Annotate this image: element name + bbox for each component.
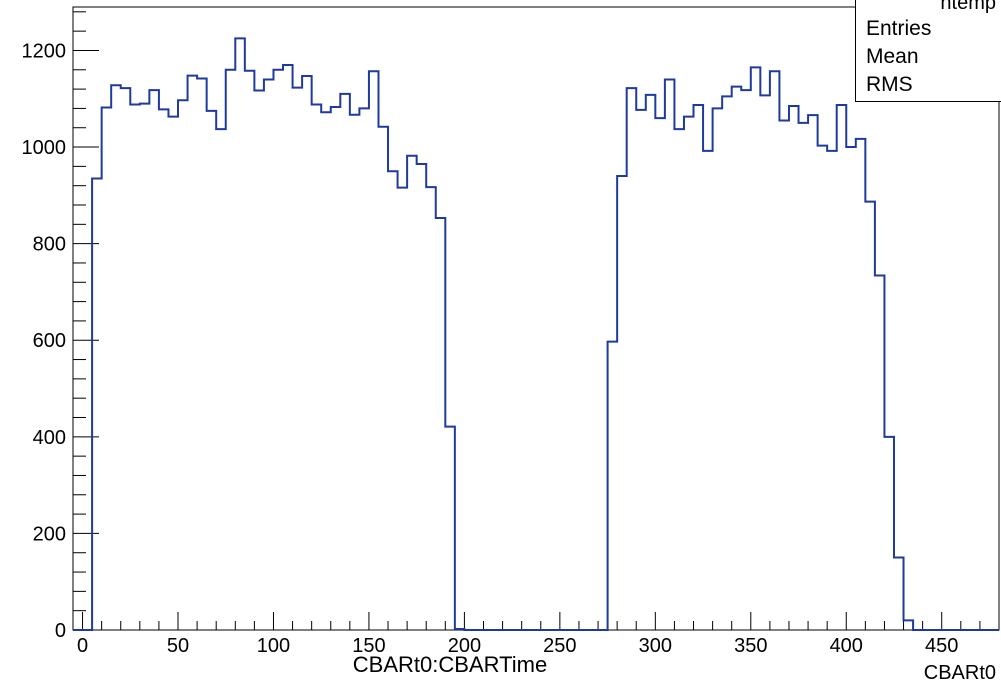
histogram-bin [254, 91, 264, 630]
histogram-bin [617, 176, 627, 630]
histogram-bin [722, 96, 732, 630]
histogram-bin [273, 70, 283, 630]
y-tick-label: 1000 [22, 137, 67, 159]
histogram-bin [197, 78, 207, 630]
histogram-bin [827, 151, 837, 630]
histogram-bin [770, 71, 780, 630]
histogram-bin [436, 218, 446, 630]
histogram-bin [818, 146, 828, 630]
histogram-bin [168, 117, 178, 630]
histogram-bin [856, 139, 866, 630]
x-tick-label: 50 [167, 635, 189, 657]
histogram-bin [369, 71, 379, 630]
histogram-bin [655, 118, 665, 630]
y-tick-label: 400 [33, 427, 66, 449]
x-tick-label: 0 [77, 635, 88, 657]
histogram-bin [884, 437, 894, 630]
histogram-bin [293, 88, 303, 630]
histogram-outline [73, 37, 999, 631]
histogram-bin [235, 38, 245, 630]
histogram-bin [388, 171, 398, 630]
y-tick-label: 0 [55, 620, 66, 642]
histogram-bin [216, 129, 226, 630]
x-axis-ticks: 0 50 100 150 200 250 300 350 400 450 [77, 612, 1000, 657]
y-tick-label: 1200 [22, 40, 67, 62]
histogram-bin [312, 105, 322, 630]
histogram-bin [760, 95, 770, 630]
stats-entries-label: Entries [866, 17, 932, 40]
histogram-bin [904, 620, 914, 630]
histogram-bin [321, 112, 331, 630]
histogram-bin [674, 129, 684, 630]
x-tick-label: 150 [352, 635, 385, 657]
histogram-bin [283, 65, 293, 630]
histogram-bin [426, 187, 436, 630]
x-tick-label: 400 [830, 635, 863, 657]
histogram-bin [684, 117, 694, 630]
histogram-bin [140, 104, 150, 630]
histogram-bin [111, 85, 121, 630]
y-tick-label: 200 [33, 523, 66, 545]
histogram-bin [245, 71, 255, 630]
histogram-bin [149, 90, 159, 630]
histogram-bin [121, 88, 131, 630]
histogram-bin [694, 105, 704, 630]
histogram-bin [159, 109, 169, 630]
histogram-bin [741, 90, 751, 630]
histogram-bin [636, 110, 646, 630]
y-tick-label: 800 [33, 234, 66, 256]
x-axis-label: CBARt0 [924, 662, 996, 683]
histogram-bin [226, 70, 236, 630]
stats-title: htemp [940, 0, 996, 14]
histogram-bin [302, 76, 312, 630]
histogram-bin [837, 105, 847, 630]
histogram-bin [398, 188, 408, 630]
histogram-bin [407, 156, 417, 630]
histogram-bin [646, 95, 656, 630]
histogram-bin [130, 105, 140, 630]
histogram-bin [799, 123, 809, 630]
histogram-bin [264, 79, 274, 630]
histogram-bin [340, 94, 350, 630]
histogram-bin [207, 111, 217, 630]
histogram-bin [417, 164, 427, 630]
histogram-bin [102, 107, 112, 630]
histogram-bin [92, 178, 102, 630]
histogram-bin [779, 120, 789, 630]
histogram-bin [178, 100, 188, 630]
x-tick-label: 250 [543, 635, 576, 657]
stats-mean-label: Mean [866, 45, 919, 68]
chart-title: CBARt0:CBARTime [353, 652, 547, 677]
histogram-bin [445, 427, 455, 630]
histogram-bin [331, 107, 341, 630]
histogram-bin [808, 115, 818, 630]
x-tick-label: 200 [448, 635, 481, 657]
histogram-bin [875, 276, 885, 630]
x-tick-label: 300 [639, 635, 672, 657]
histogram-bin [665, 79, 675, 630]
histogram-bin [608, 342, 618, 630]
histogram-bin [350, 115, 360, 630]
x-tick-label: 100 [257, 635, 290, 657]
histogram-bin [627, 88, 637, 630]
y-axis-ticks: 0 200 400 600 800 1000 1200 [22, 11, 99, 642]
histogram-bin [378, 127, 388, 630]
histogram-bin [894, 558, 904, 630]
histogram-bin [732, 87, 742, 630]
x-tick-label: 450 [925, 635, 958, 657]
histogram-bin [713, 108, 723, 630]
histogram-bin [703, 151, 713, 630]
histogram-bin [188, 76, 198, 630]
y-tick-label: 600 [33, 330, 66, 352]
histogram-bin [846, 147, 856, 630]
x-tick-label: 350 [734, 635, 767, 657]
histogram-bin [865, 202, 875, 630]
stats-box: htemp Entries Mean RMS [855, 0, 1001, 102]
histogram-bin [359, 108, 369, 630]
histogram-bin [751, 67, 761, 630]
histogram-bin [789, 106, 799, 630]
stats-rms-label: RMS [866, 73, 913, 96]
